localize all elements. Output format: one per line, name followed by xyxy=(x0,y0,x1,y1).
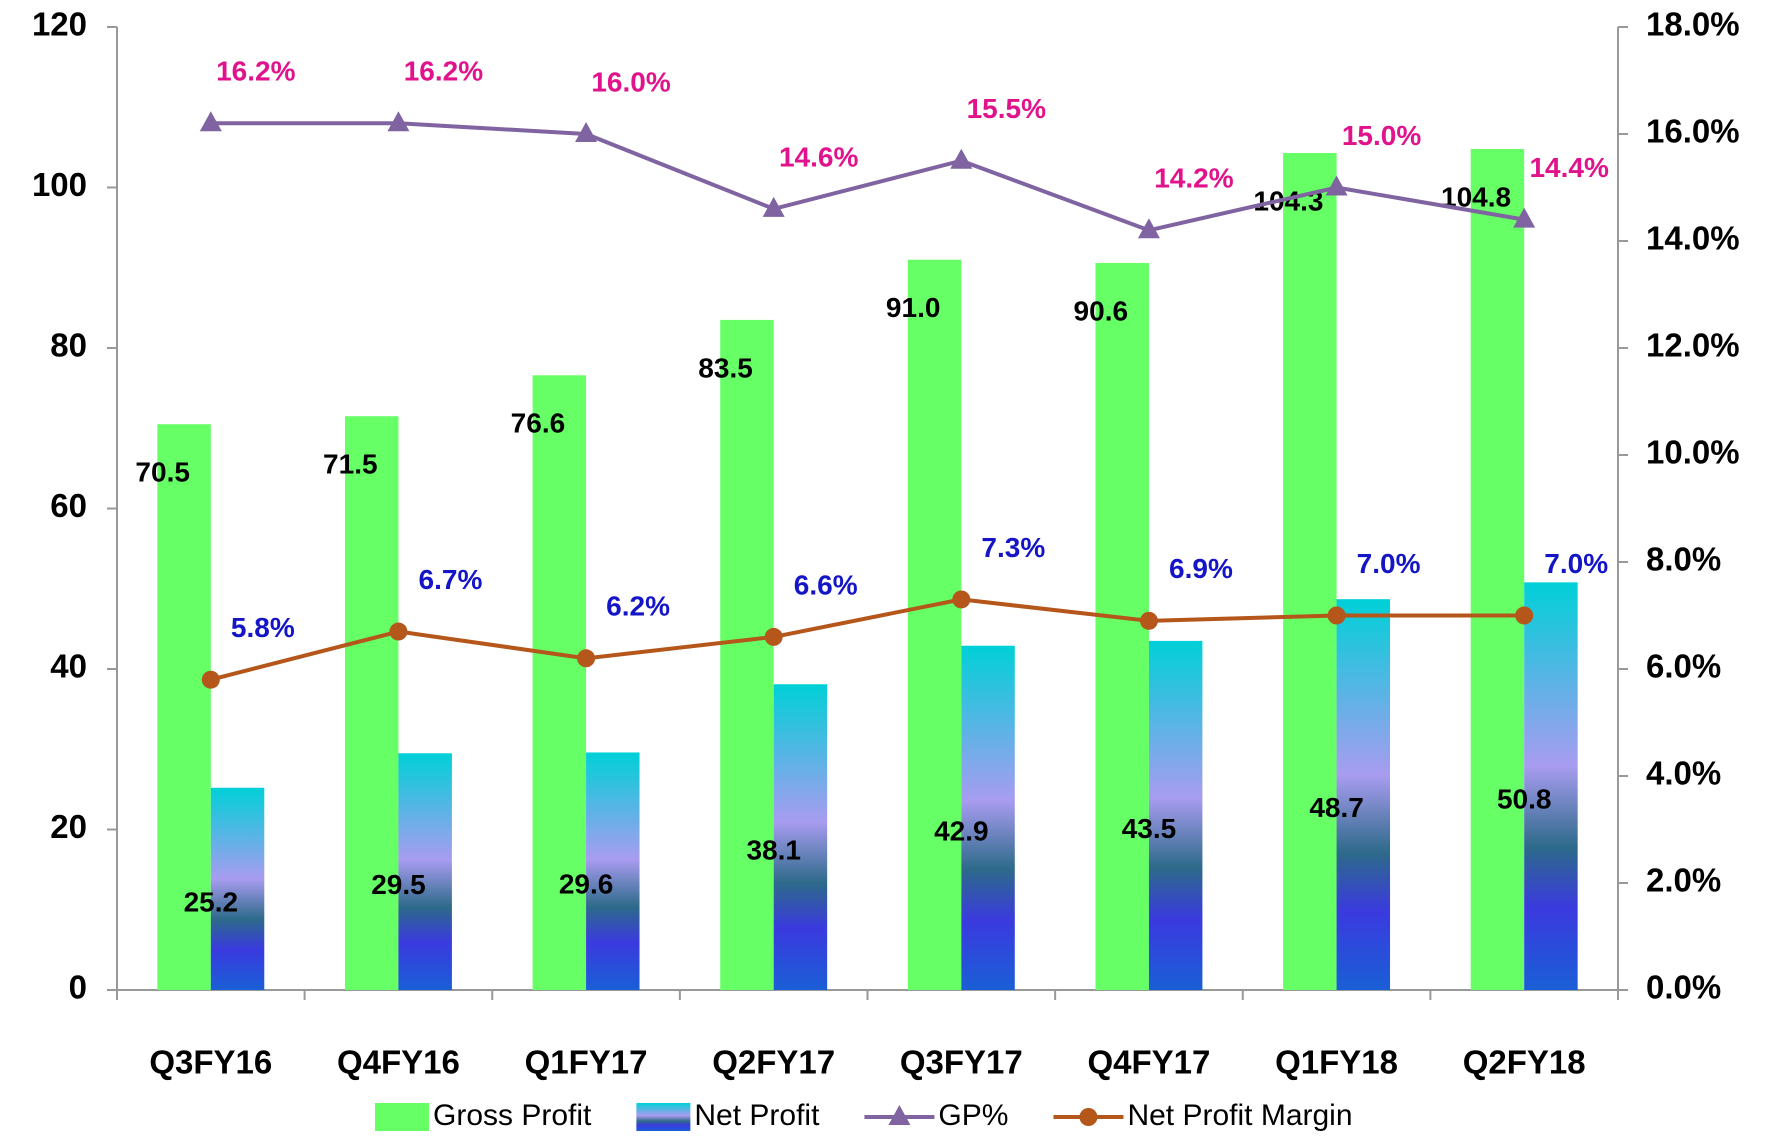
data-label: 25.2 xyxy=(184,886,239,917)
data-label: 43.5 xyxy=(1122,813,1177,844)
data-label: 48.7 xyxy=(1309,792,1364,823)
bar xyxy=(586,752,640,990)
bar xyxy=(1148,640,1203,990)
y2-tick-label: 6.0% xyxy=(1646,648,1721,685)
y-tick-label: 120 xyxy=(32,6,87,43)
data-label: 5.8% xyxy=(231,612,295,643)
marker xyxy=(1515,606,1534,625)
marker xyxy=(950,148,973,169)
data-label: 16.0% xyxy=(591,66,670,97)
legend-marker xyxy=(888,1105,911,1125)
y-tick-label: 60 xyxy=(50,487,87,524)
legend-label: GP% xyxy=(938,1099,1008,1132)
marker xyxy=(201,670,220,689)
data-label: 16.2% xyxy=(216,56,295,87)
data-label: 83.5 xyxy=(698,352,753,383)
y-tick-label: 40 xyxy=(50,648,87,685)
bar xyxy=(1524,582,1578,990)
data-label: 15.5% xyxy=(967,93,1046,124)
y2-tick-label: 18.0% xyxy=(1646,6,1740,43)
x-tick-label: Q1FY18 xyxy=(1275,1044,1398,1081)
data-label: 71.5 xyxy=(323,449,378,480)
data-label: 6.2% xyxy=(606,591,670,622)
y2-tick-label: 14.0% xyxy=(1646,220,1740,257)
data-label: 6.9% xyxy=(1169,553,1233,584)
data-label: 29.6 xyxy=(559,869,614,900)
data-label: 90.6 xyxy=(1074,295,1129,326)
data-label: 38.1 xyxy=(746,835,801,866)
data-label: 14.6% xyxy=(779,141,858,172)
data-label: 42.9 xyxy=(934,815,989,846)
data-label: 91.0 xyxy=(886,292,941,323)
marker xyxy=(575,122,598,142)
data-label: 7.0% xyxy=(1544,548,1608,579)
data-label: 14.4% xyxy=(1529,152,1608,183)
line xyxy=(210,121,1525,233)
marker xyxy=(762,196,785,217)
bar xyxy=(1283,152,1337,990)
x-tick-label: Q1FY17 xyxy=(525,1044,648,1081)
y2-tick-label: 10.0% xyxy=(1646,434,1740,471)
y2-tick-label: 12.0% xyxy=(1646,327,1740,364)
x-tick-label: Q2FY18 xyxy=(1463,1044,1586,1081)
bar xyxy=(1336,599,1391,990)
y2-tick-label: 0.0% xyxy=(1646,969,1721,1006)
bar xyxy=(157,424,211,990)
y-tick-label: 0 xyxy=(69,969,87,1006)
x-tick-label: Q4FY16 xyxy=(337,1044,460,1081)
bar xyxy=(773,684,828,990)
marker xyxy=(1325,175,1348,196)
data-label: 6.6% xyxy=(794,569,858,600)
x-tick-label: Q2FY17 xyxy=(712,1044,835,1081)
data-label: 7.0% xyxy=(1357,548,1421,579)
data-label: 70.5 xyxy=(135,457,190,488)
data-label: 14.2% xyxy=(1154,163,1233,194)
data-label: 50.8 xyxy=(1497,784,1552,815)
marker xyxy=(199,111,222,132)
y-tick-label: 80 xyxy=(50,327,87,364)
marker xyxy=(764,627,783,646)
legend-label: Gross Profit xyxy=(433,1099,592,1132)
marker xyxy=(1327,606,1346,625)
bar xyxy=(532,375,587,990)
marker xyxy=(577,649,596,668)
y2-tick-label: 16.0% xyxy=(1646,113,1740,150)
data-label: 29.5 xyxy=(371,869,426,900)
bar xyxy=(1095,262,1149,990)
bar xyxy=(907,259,962,991)
legend-swatch xyxy=(636,1103,691,1131)
data-label: 76.6 xyxy=(511,408,566,439)
data-label: 7.3% xyxy=(981,532,1045,563)
data-label: 16.2% xyxy=(404,56,483,87)
legend-label: Net Profit Margin xyxy=(1127,1099,1352,1132)
y-tick-label: 100 xyxy=(32,166,87,203)
marker xyxy=(952,590,971,609)
marker xyxy=(1513,207,1536,228)
data-label: 6.7% xyxy=(419,564,483,595)
marker xyxy=(389,622,408,641)
data-label: 104.3 xyxy=(1253,185,1323,216)
marker xyxy=(1139,611,1158,630)
bar xyxy=(398,753,452,990)
bar xyxy=(720,319,774,991)
legend-swatch xyxy=(375,1103,429,1131)
data-label: 15.0% xyxy=(1342,120,1421,151)
line xyxy=(210,597,1525,682)
y2-tick-label: 8.0% xyxy=(1646,541,1721,578)
y2-tick-label: 4.0% xyxy=(1646,755,1721,792)
legend-label: Net Profit xyxy=(694,1099,820,1132)
bar xyxy=(344,416,399,990)
marker xyxy=(1137,218,1160,239)
x-tick-label: Q3FY17 xyxy=(900,1044,1023,1081)
legend-marker xyxy=(1079,1108,1098,1126)
x-tick-label: Q4FY17 xyxy=(1087,1044,1210,1081)
y2-tick-label: 2.0% xyxy=(1646,862,1721,899)
x-tick-label: Q3FY16 xyxy=(149,1044,272,1081)
bar xyxy=(210,787,265,990)
marker xyxy=(387,111,410,132)
bar xyxy=(961,645,1015,990)
bar xyxy=(1470,148,1525,991)
y-tick-label: 20 xyxy=(50,808,87,845)
